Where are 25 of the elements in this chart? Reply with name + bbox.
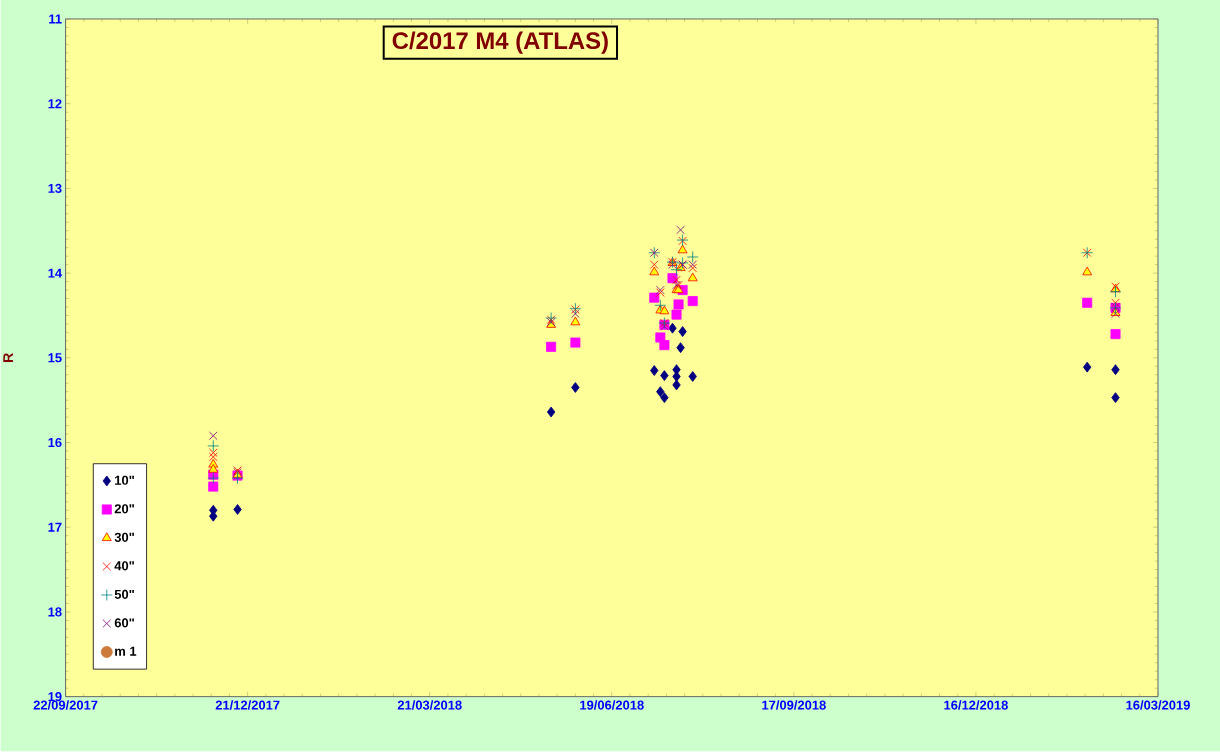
x-tick-label: 22/09/2017 [33,700,98,710]
x-tick-label: 21/12/2017 [215,700,280,710]
legend-label: m 1 [115,646,137,656]
legend-label: 60" [114,618,134,628]
y-tick-label: 18 [48,607,62,617]
legend-label: 40" [114,561,134,571]
chart-title: C/2017 M4 (ATLAS) [392,31,608,55]
x-tick-label: 16/12/2018 [944,700,1008,710]
legend-label: 30" [114,532,134,543]
x-tick-label: 19/06/2018 [580,700,644,710]
y-tick-label: 11 [49,14,62,24]
legend-label: 10" [115,475,134,486]
y-tick-label: 14 [48,268,63,278]
y-tick-label: 12 [48,99,62,109]
x-tick-label: 16/03/2019 [1126,700,1190,710]
y-axis-title: R [3,353,13,363]
x-tick-label: 17/09/2018 [762,700,826,710]
y-tick-label: 15 [48,353,62,363]
y-tick-label: 16 [48,438,62,448]
legend-label: 50" [114,589,134,600]
y-tick-label: 13 [48,183,62,194]
y-tick-label: 17 [48,522,62,532]
x-tick-label: 21/03/2018 [397,700,462,710]
legend-label: 20" [114,504,134,514]
y-tick-label: 19 [48,692,62,702]
